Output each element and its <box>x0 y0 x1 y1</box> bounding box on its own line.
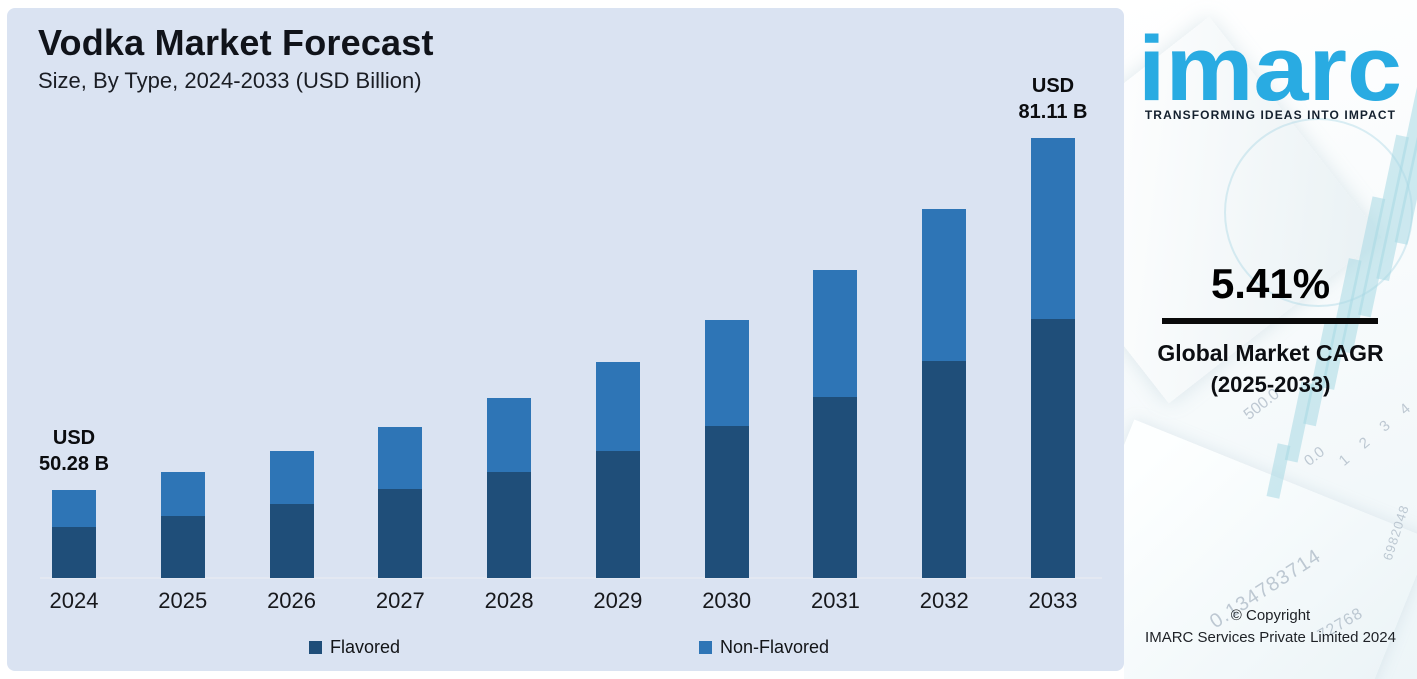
x-tick-label-2031: 2031 <box>810 588 860 613</box>
page-subtitle: Size, By Type, 2024-2033 (USD Billion) <box>38 68 422 93</box>
cagr-label-line1: Global Market CAGR <box>1157 340 1384 366</box>
x-tick-label-2027: 2027 <box>375 588 425 613</box>
legend-label: Non-Flavored <box>720 637 830 657</box>
watermark-number: 1 2 3 4 <box>1335 395 1417 470</box>
imarc-logo: imarc <box>1124 0 1417 120</box>
x-tick-label-2026: 2026 <box>267 588 317 613</box>
legend-item-flavored: Flavored <box>309 637 400 658</box>
cagr-label-line2: (2025-2033) <box>1210 372 1331 397</box>
legend-swatch-icon <box>699 641 712 654</box>
bar-segment-flavored-2029 <box>595 451 640 578</box>
bar-segment-non-flavored-2029 <box>595 362 640 451</box>
cagr-value: 5.41% <box>1210 260 1331 307</box>
stacked-bar-2026 <box>269 451 314 578</box>
bar-segment-flavored-2032 <box>922 361 967 578</box>
x-tick-label-2033: 2033 <box>1028 588 1078 613</box>
x-tick-label-2028: 2028 <box>484 588 534 613</box>
bar-segment-non-flavored-2026 <box>269 451 314 504</box>
stacked-bar-2033 <box>1031 138 1076 578</box>
x-tick-label-2032: 2032 <box>919 588 969 613</box>
stacked-bar-2032 <box>922 209 967 578</box>
bar-segment-flavored-2030 <box>704 426 749 578</box>
imarc-logo-icon: imarc <box>1138 18 1402 120</box>
bar-segment-non-flavored-2032 <box>922 209 967 361</box>
cagr-underline <box>1162 318 1378 324</box>
bar-segment-flavored-2027 <box>378 489 423 578</box>
copyright-line2: IMARC Services Private Limited 2024 <box>1145 629 1396 646</box>
x-tick-label-2030: 2030 <box>702 588 752 613</box>
x-tick-label-2024: 2024 <box>49 588 99 613</box>
x-tick-label-2025: 2025 <box>158 588 208 613</box>
legend-swatch-icon <box>309 641 322 654</box>
stacked-bar-2030 <box>704 320 749 578</box>
bar-segment-flavored-2024 <box>52 527 96 578</box>
stacked-bar-2028 <box>487 398 532 578</box>
bar-segment-flavored-2033 <box>1031 319 1076 578</box>
watermark-number: 0.0 <box>1300 443 1328 470</box>
stacked-bar-2027 <box>378 427 423 578</box>
bar-segment-flavored-2028 <box>487 472 532 578</box>
bar-segment-non-flavored-2031 <box>813 270 858 397</box>
brand-sidebar: 500.0 0.0 1 2 3 4 6982048 0.134783714 72768 i… <box>1124 0 1417 679</box>
bar-segment-flavored-2025 <box>160 516 205 578</box>
stacked-bar-2029 <box>595 362 640 578</box>
x-axis-line <box>40 577 1102 579</box>
legend-label: Flavored <box>330 637 401 657</box>
stacked-bar-2024 <box>52 490 96 578</box>
bar-segment-non-flavored-2027 <box>378 427 423 489</box>
page-title: Vodka Market Forecast <box>38 22 434 63</box>
logo-tagline: TRANSFORMING IDEAS INTO IMPACT <box>1144 108 1397 122</box>
bar-segment-non-flavored-2030 <box>704 320 749 426</box>
bar-segment-non-flavored-2025 <box>160 472 205 516</box>
bar-segment-non-flavored-2028 <box>487 398 532 472</box>
legend-item-non-flavored: Non-Flavored <box>699 637 829 658</box>
value-annotation-2033: USD 81.11 B <box>1018 75 1088 123</box>
value-annotation-2024: USD 50.28 B <box>38 427 110 475</box>
bar-segment-non-flavored-2033 <box>1031 138 1076 319</box>
bar-segment-non-flavored-2024 <box>52 490 96 527</box>
stacked-bar-2031 <box>813 270 858 578</box>
x-tick-label-2029: 2029 <box>593 588 643 613</box>
copyright-line1: © Copyright <box>1230 607 1311 624</box>
stacked-bar-2025 <box>160 472 205 578</box>
bar-segment-flavored-2026 <box>269 504 314 578</box>
bar-segment-flavored-2031 <box>813 397 858 578</box>
imarc-logo-text: imarc <box>1138 18 1402 108</box>
